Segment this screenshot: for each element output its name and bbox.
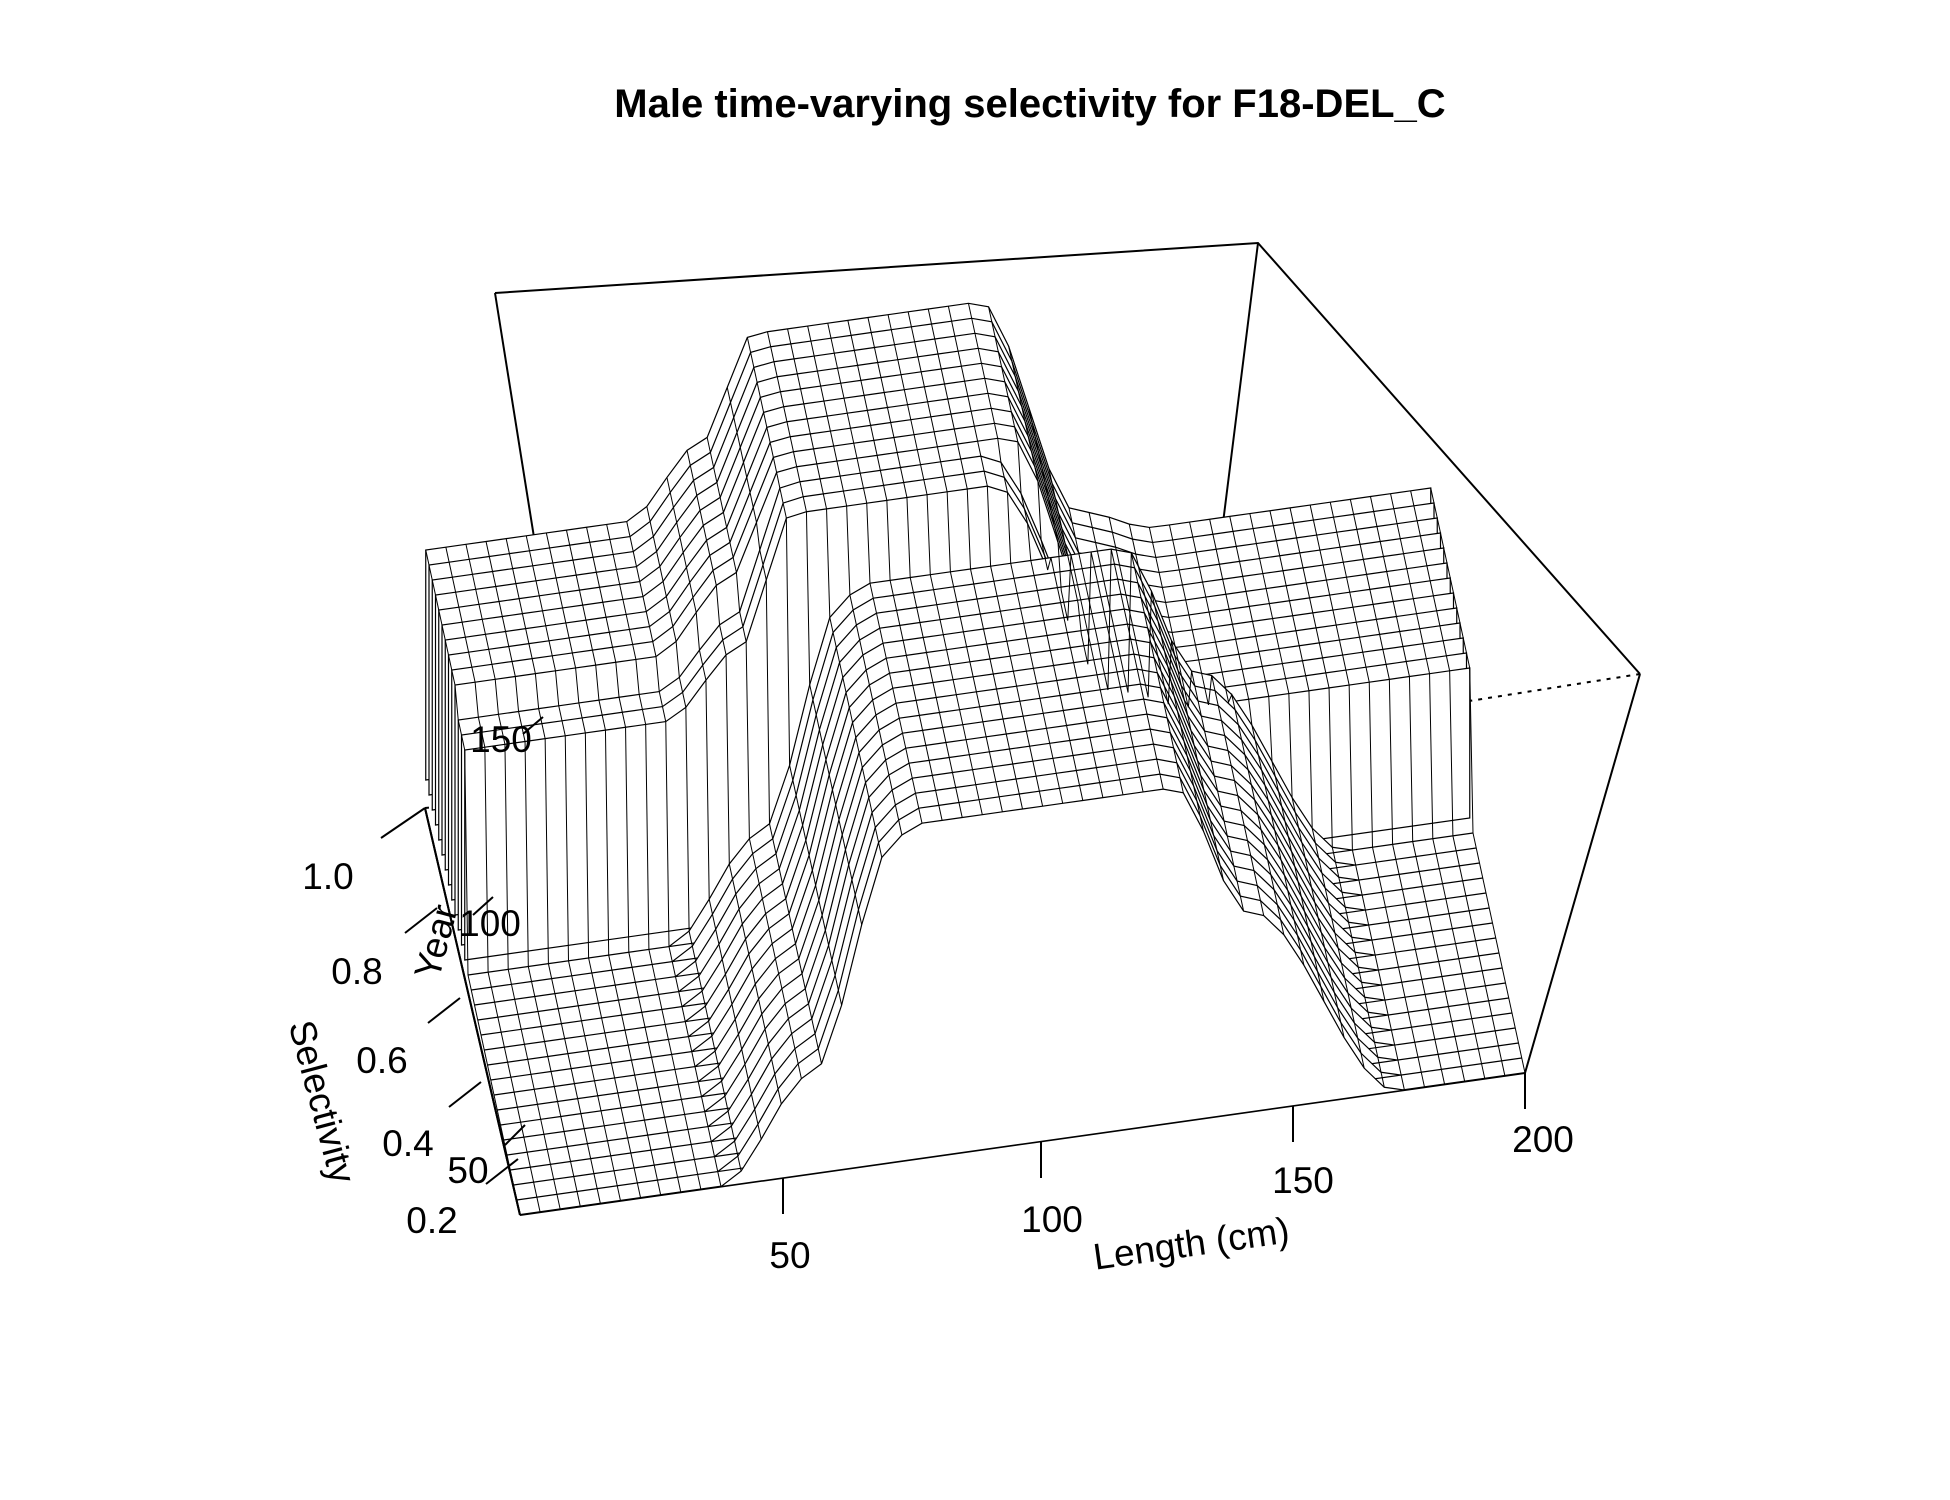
surface-mesh-line-length-24 xyxy=(545,532,642,1199)
selectivity-surface xyxy=(425,302,1526,1216)
year-tick-label-150: 150 xyxy=(470,719,532,760)
surface-mesh-line-length-180 xyxy=(1329,502,1425,1088)
surface-mesh-line-length-176 xyxy=(1309,504,1405,1091)
surface-mesh-line-length-160 xyxy=(1229,516,1325,1002)
surface-mesh-line-length-172 xyxy=(1289,507,1385,1088)
length-axis xyxy=(782,1073,1526,1214)
year-tick-50 xyxy=(504,1124,526,1146)
surface-mesh-line-length-184 xyxy=(1349,499,1446,1085)
selectivity-tick-label-0.6: 0.6 xyxy=(356,1040,407,1081)
surface-mesh-line-length-200 xyxy=(1430,487,1526,1074)
selectivity-tick-0.8 xyxy=(404,907,438,934)
surface-mesh-line-length-128 xyxy=(1068,507,1164,790)
selectivity-tick-label-0.2: 0.2 xyxy=(406,1200,457,1241)
surface-mesh-line-length-72 xyxy=(787,328,883,858)
surface-mesh-line-length-20 xyxy=(525,535,621,1201)
selectivity-axis xyxy=(380,807,519,1185)
length-axis-title: Length (cm) xyxy=(1091,1210,1292,1278)
surface-mesh-line-length-144 xyxy=(1148,527,1245,912)
surface-mesh-line-length-188 xyxy=(1369,496,1466,1082)
surface-mesh-line-length-56 xyxy=(706,437,802,1079)
surface-mesh-line-length-196 xyxy=(1410,490,1506,1076)
year-axis-title: Year xyxy=(406,900,465,983)
surface-mesh-line-length-132 xyxy=(1088,512,1184,793)
surface-mesh-line-length-64 xyxy=(746,337,843,1006)
surface-mesh-line-length-100 xyxy=(927,308,1023,810)
surface-mesh-line-length-44 xyxy=(646,506,742,1172)
surface-mesh-line-length-108 xyxy=(967,303,1064,804)
surface-mesh-line-length-164 xyxy=(1249,513,1345,1038)
length-tick-label-150: 150 xyxy=(1272,1160,1334,1201)
surface-profile-30 xyxy=(519,788,1526,1216)
surface-mesh-line-length-60 xyxy=(726,387,822,1064)
surface-mesh-line-length-168 xyxy=(1269,510,1365,1069)
surface-mesh-line-length-4 xyxy=(445,547,541,1213)
year-tick-label-50: 50 xyxy=(447,1150,488,1191)
surface-mesh-line-length-80 xyxy=(827,323,923,824)
surface-mesh-line-length-88 xyxy=(867,317,963,818)
surface-mesh-line-length-32 xyxy=(586,527,682,1193)
surface-mesh-line-length-92 xyxy=(887,314,983,815)
selectivity-tick-label-1.0: 1.0 xyxy=(302,856,353,897)
year-tick-100 xyxy=(472,896,494,916)
surface-mesh-line-length-116 xyxy=(1008,346,1104,798)
selectivity-tick-label-0.8: 0.8 xyxy=(331,951,382,992)
length-tick-label-200: 200 xyxy=(1512,1119,1574,1160)
length-tick-label-50: 50 xyxy=(769,1235,810,1276)
surface-mesh-line-length-28 xyxy=(565,530,662,1196)
surface-mesh-line-length-120 xyxy=(1028,407,1124,795)
year-tick-150 xyxy=(522,716,544,735)
surface-mesh-line-length-84 xyxy=(847,320,943,821)
surface-mesh-line-length-152 xyxy=(1189,521,1285,935)
selectivity-tick-0.4 xyxy=(448,1081,482,1108)
surface-mesh-line-length-192 xyxy=(1390,493,1486,1079)
surface-mesh-line-length-8 xyxy=(465,544,561,1210)
surface-mesh-line-length-12 xyxy=(485,541,581,1207)
box-left-bottom-edge xyxy=(424,807,521,1216)
surface-mesh-line-length-140 xyxy=(1128,524,1224,881)
surface-mesh-line-length-148 xyxy=(1168,524,1265,916)
selectivity-tick-label-0.4: 0.4 xyxy=(382,1123,433,1164)
surface-mesh-line-length-52 xyxy=(686,450,782,1105)
selectivity-axis-title: Selectivity xyxy=(281,1016,364,1188)
surface-mesh-line-length-48 xyxy=(666,477,762,1140)
chart-title: Male time-varying selectivity for F18-DE… xyxy=(614,82,1445,126)
selectivity-tick-1.0 xyxy=(380,807,426,839)
surface-mesh-line-length-136 xyxy=(1108,517,1204,832)
box-back-right-vertical xyxy=(1217,242,1259,564)
surface-mesh-line-length-124 xyxy=(1048,468,1144,793)
surface-mesh-line-length-104 xyxy=(947,306,1044,807)
surface-mesh-line-length-40 xyxy=(626,521,722,1187)
length-tick-label-100: 100 xyxy=(1021,1199,1083,1240)
surface-mesh-line-length-96 xyxy=(907,311,1003,812)
box-front-right-vertical xyxy=(1524,673,1641,1074)
surface-mesh-line-length-0 xyxy=(425,549,521,1216)
selectivity-tick-0.6 xyxy=(427,997,461,1024)
year-tick-label-100: 100 xyxy=(459,903,521,944)
year-axis xyxy=(472,716,544,1146)
surface-mesh-line-length-112 xyxy=(988,306,1084,801)
surface-mesh-line-length-76 xyxy=(807,325,903,836)
surface-mesh-line-length-156 xyxy=(1209,519,1305,966)
surface-mesh-line-length-16 xyxy=(505,538,601,1204)
selectivity-tick-0.2 xyxy=(485,1158,519,1185)
surface-mesh-line-length-36 xyxy=(606,524,702,1190)
surface-mesh-line-length-68 xyxy=(766,331,863,925)
